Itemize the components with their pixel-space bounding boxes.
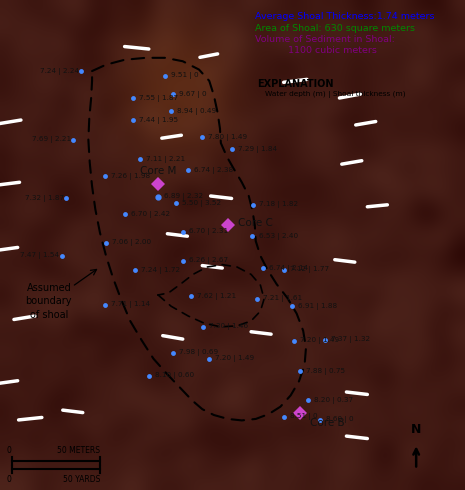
Text: N: N	[411, 423, 421, 436]
Text: 7.71 | 1.14: 7.71 | 1.14	[111, 301, 150, 308]
Text: 6.74 | 2.14: 6.74 | 2.14	[269, 265, 308, 271]
Text: 6.26 | 2.67: 6.26 | 2.67	[189, 257, 228, 264]
Text: 7.20 | 1.49: 7.20 | 1.49	[300, 337, 339, 344]
Text: Volume of Sediment in Shoal:: Volume of Sediment in Shoal:	[255, 35, 395, 44]
Text: 7.06 | 2.00: 7.06 | 2.00	[112, 239, 151, 246]
Text: 5.50 | 3.52: 5.50 | 3.52	[182, 200, 221, 207]
Text: 7.30 | 1.46: 7.30 | 1.46	[209, 323, 248, 330]
Text: 7.18 | 1.82: 7.18 | 1.82	[259, 201, 299, 208]
Text: 6.89 | 2.32: 6.89 | 2.32	[164, 194, 203, 200]
Text: 7.88 | 0.75: 7.88 | 0.75	[306, 368, 345, 375]
Text: 7.44 | 1.95: 7.44 | 1.95	[139, 117, 178, 123]
Text: Core B: Core B	[310, 418, 345, 428]
Text: 7.21 | 1.61: 7.21 | 1.61	[263, 295, 302, 302]
Text: Average Shoal Thickness:1.74 meters: Average Shoal Thickness:1.74 meters	[255, 12, 434, 21]
Text: 8.51 | 0: 8.51 | 0	[290, 413, 317, 420]
Text: EXPLANATION: EXPLANATION	[257, 79, 333, 89]
Text: 7.11 | 2.21: 7.11 | 2.21	[146, 156, 185, 163]
Text: Core C: Core C	[238, 218, 273, 228]
Text: 7.37 | 1.32: 7.37 | 1.32	[331, 336, 370, 343]
Text: 7.80 | 1.49: 7.80 | 1.49	[208, 134, 247, 141]
Text: 1100 cubic meters: 1100 cubic meters	[288, 46, 377, 55]
Text: 7.20 | 1.49: 7.20 | 1.49	[215, 355, 254, 362]
Text: 0: 0	[7, 475, 12, 484]
Text: 9.67 | 0: 9.67 | 0	[179, 91, 207, 98]
Text: 6.91 | 1.88: 6.91 | 1.88	[298, 303, 337, 310]
Text: 7.29 | 1.84: 7.29 | 1.84	[238, 146, 277, 153]
Text: 7.24 | 1.72: 7.24 | 1.72	[141, 267, 180, 274]
Text: 50 METERS: 50 METERS	[57, 446, 100, 455]
Text: 7.12 | 1.77: 7.12 | 1.77	[290, 266, 329, 273]
Text: 8.10 | 0.60: 8.10 | 0.60	[155, 372, 194, 379]
Text: 7.24 | 2.24: 7.24 | 2.24	[40, 68, 79, 74]
Text: 7.55 | 1.87: 7.55 | 1.87	[139, 95, 178, 101]
Text: 7.62 | 1.21: 7.62 | 1.21	[197, 293, 236, 300]
Text: 6.70 | 2.42: 6.70 | 2.42	[131, 211, 170, 218]
Text: Core M: Core M	[140, 167, 177, 176]
Text: 7.69 | 2.21: 7.69 | 2.21	[32, 136, 71, 143]
Text: Assumed
boundary
of shoal: Assumed boundary of shoal	[26, 283, 72, 319]
Text: 6.74 | 2.38: 6.74 | 2.38	[194, 167, 233, 173]
Text: 7.98 | 0.69: 7.98 | 0.69	[179, 349, 219, 356]
Text: 7.47 | 1.54: 7.47 | 1.54	[20, 252, 60, 259]
Text: 7.32 | 1.87: 7.32 | 1.87	[25, 195, 64, 202]
Text: 8.20 | 0.37: 8.20 | 0.37	[314, 397, 353, 404]
Text: 6.70 | 2.31: 6.70 | 2.31	[189, 228, 228, 235]
Text: 8.60 | 0: 8.60 | 0	[326, 416, 353, 423]
Text: 7.26 | 1.98: 7.26 | 1.98	[111, 173, 150, 180]
Text: 8.94 | 0.49: 8.94 | 0.49	[177, 108, 216, 115]
Text: 50 YARDS: 50 YARDS	[63, 475, 100, 484]
Text: 9.51 | 0: 9.51 | 0	[171, 73, 199, 79]
Text: Water depth (m) | Shoal thickness (m): Water depth (m) | Shoal thickness (m)	[265, 91, 405, 98]
Text: 6.53 | 2.40: 6.53 | 2.40	[259, 233, 298, 240]
Text: Area of Shoal: 630 square meters: Area of Shoal: 630 square meters	[255, 24, 415, 32]
Text: 0: 0	[7, 446, 12, 455]
